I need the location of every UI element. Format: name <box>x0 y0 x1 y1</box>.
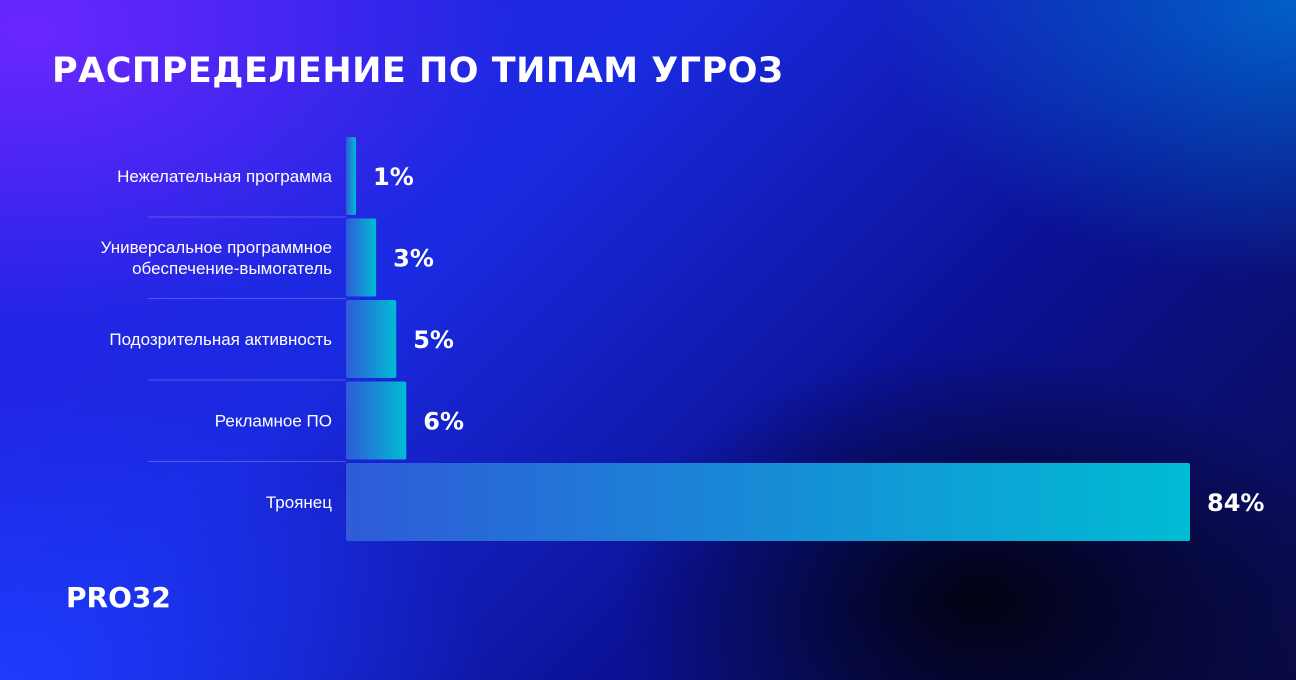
bar <box>346 381 407 460</box>
bar <box>346 137 357 215</box>
bar <box>346 218 377 297</box>
bar <box>346 300 397 378</box>
category-label: Рекламное ПО <box>215 412 332 431</box>
brand-logo: PRO32 <box>66 581 171 614</box>
value-label: 5% <box>413 326 454 354</box>
value-label: 6% <box>423 408 464 436</box>
category-label: Подозрительная активность <box>109 330 332 349</box>
value-label: 3% <box>393 245 434 273</box>
bar <box>346 463 1190 541</box>
value-label: 1% <box>373 163 414 191</box>
category-label: Троянец <box>266 493 332 512</box>
category-label: Универсальное программное обеспечение-вым… <box>101 238 332 278</box>
value-label: 84% <box>1207 489 1264 517</box>
category-label: Нежелательная программа <box>117 167 332 186</box>
chart-title: РАСПРЕДЕЛЕНИЕ ПО ТИПАМ УГРОЗ <box>52 51 784 91</box>
bars-group: Нежелательная программа 1% Универсальное п… <box>101 137 1264 541</box>
